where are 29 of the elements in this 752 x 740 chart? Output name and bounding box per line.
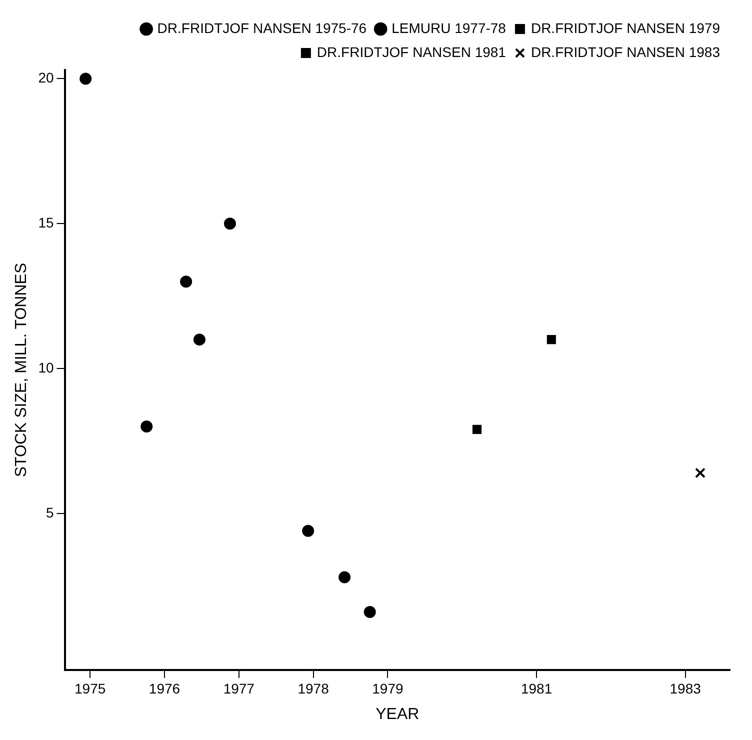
x-axis-title: YEAR [376, 706, 420, 723]
point [364, 606, 376, 618]
legend-label: DR.FRIDTJOF NANSEN 1981 [316, 44, 506, 60]
point [338, 571, 351, 584]
legend-label: DR.FRIDTJOF NANSEN 1983 [530, 44, 720, 60]
point [472, 424, 482, 434]
y-tick-label: 10 [38, 359, 54, 376]
y-tick-label: 5 [46, 504, 54, 520]
point [80, 72, 92, 85]
point [140, 420, 153, 433]
x-tick-label: 1976 [148, 680, 180, 696]
x-tick-label: 1975 [74, 680, 106, 696]
point [180, 276, 192, 288]
point [546, 335, 556, 344]
x-tick-label: 1983 [670, 680, 702, 696]
x-tick-label: 1981 [520, 680, 552, 696]
legend-label: DR.FRIDTJOF NANSEN 1975-76 [157, 20, 367, 36]
point [694, 468, 706, 478]
point [302, 524, 314, 537]
y-tick-label: 15 [38, 214, 54, 230]
y-tick-label: 20 [38, 70, 54, 86]
point [224, 218, 236, 230]
x-tick-label: 1979 [372, 680, 404, 696]
y-axis-title: STOCK SIZE, MILL. TONNES [13, 262, 30, 478]
x-tick-label: 1978 [298, 680, 330, 696]
legend-label: DR.FRIDTJOF NANSEN 1979 [530, 20, 720, 36]
legend-label: LEMURU 1977-78 [392, 20, 506, 36]
x-tick-label: 1977 [223, 680, 255, 696]
point [193, 334, 206, 346]
